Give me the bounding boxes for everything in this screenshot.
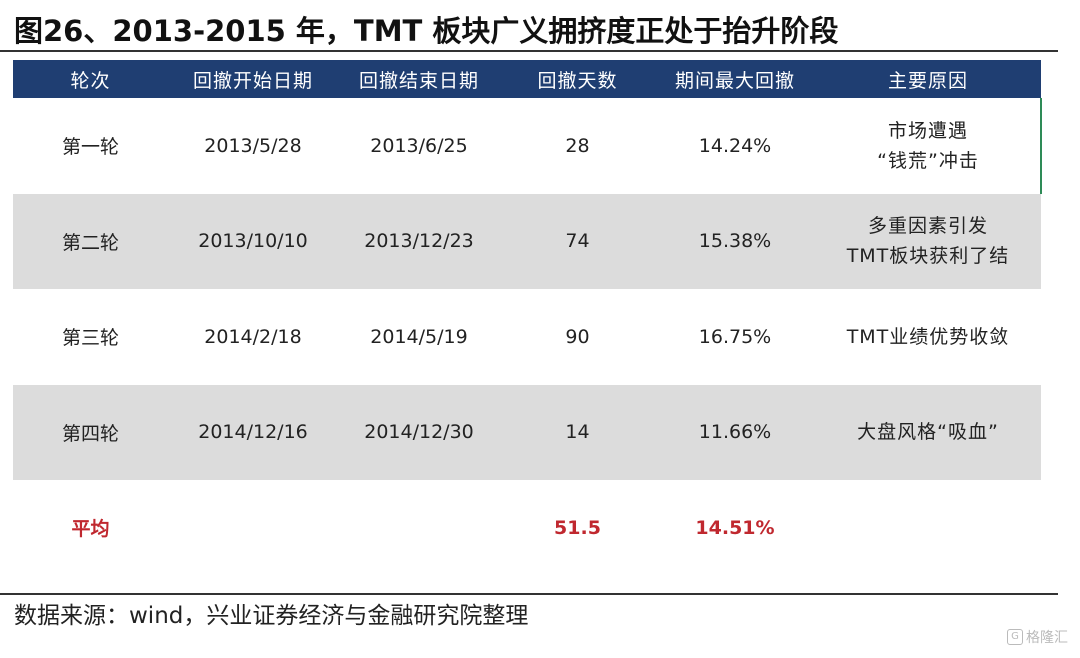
header-end-date: 回撤结束日期 [358,69,479,92]
cell-reason: TMT业绩优势收敛 [815,322,1041,352]
cell-end-date: 2014/5/19 [370,325,468,348]
cell-max-drawdown: 11.66% [698,421,772,444]
cell-days: 74 [565,230,590,253]
reason-line: 大盘风格“吸血” [857,421,999,444]
source-note: 数据来源：wind，兴业证券经济与金融研究院整理 [14,603,529,629]
table-row: 第三轮 2014/2/18 2014/5/19 90 16.75% TMT业绩优… [13,289,1041,385]
header-start-date: 回撤开始日期 [192,69,313,92]
average-label: 平均 [71,518,110,541]
header-days: 回撤天数 [537,69,618,92]
cell-start-date: 2014/2/18 [204,325,302,348]
cell-max-drawdown: 14.24% [698,134,772,157]
drawdown-table: 轮次 回撤开始日期 回撤结束日期 回撤天数 期间最大回撤 主要原因 第一轮 20… [13,60,1041,576]
cell-end-date: 2014/12/30 [364,421,474,444]
reason-line: TMT板块获利了结 [846,245,1010,268]
reason-line: “钱荒”冲击 [877,149,979,172]
cell-days: 14 [565,421,590,444]
cell-end-date: 2013/6/25 [370,134,468,157]
watermark: G 格隆汇 [1007,627,1068,647]
figure-title: 图26、2013-2015 年，TMT 板块广义拥挤度正处于抬升阶段 [14,14,839,48]
cell-start-date: 2014/12/16 [198,421,308,444]
cell-round: 第二轮 [61,231,119,254]
header-max-drawdown: 期间最大回撤 [674,69,795,92]
table-row: 第四轮 2014/12/16 2014/12/30 14 11.66% 大盘风格… [13,384,1041,480]
reason-line: 市场遭遇 [887,119,968,142]
table-row: 第二轮 2013/10/10 2013/12/23 74 15.38% 多重因素… [13,193,1041,289]
header-round: 轮次 [70,69,111,92]
cell-max-drawdown: 15.38% [698,230,772,253]
cell-end-date: 2013/12/23 [364,230,474,253]
average-days: 51.5 [554,516,601,539]
reason-line: 多重因素引发 [867,215,988,238]
reason-line: TMT业绩优势收敛 [846,325,1010,348]
cell-border-accent [1040,98,1042,194]
cell-start-date: 2013/5/28 [204,134,302,157]
watermark-logo-icon: G [1007,629,1023,645]
cell-reason: 市场遭遇 “钱荒”冲击 [815,116,1041,176]
table-header: 轮次 回撤开始日期 回撤结束日期 回撤天数 期间最大回撤 主要原因 [13,60,1041,98]
cell-round: 第一轮 [61,136,119,159]
header-reason: 主要原因 [887,69,968,92]
cell-reason: 多重因素引发 TMT板块获利了结 [815,211,1041,271]
cell-days: 28 [565,134,590,157]
average-max-drawdown: 14.51% [695,516,775,539]
top-rule [0,50,1058,52]
table-row: 第一轮 2013/5/28 2013/6/25 28 14.24% 市场遭遇 “… [13,98,1041,194]
cell-days: 90 [565,325,590,348]
watermark-text: 格隆汇 [1026,630,1068,646]
cell-start-date: 2013/10/10 [198,230,308,253]
average-row: 平均 51.5 14.51% [13,480,1041,576]
bottom-rule [0,593,1058,595]
cell-round: 第四轮 [61,422,119,445]
cell-reason: 大盘风格“吸血” [815,417,1041,447]
cell-max-drawdown: 16.75% [698,325,772,348]
cell-round: 第三轮 [61,327,119,350]
